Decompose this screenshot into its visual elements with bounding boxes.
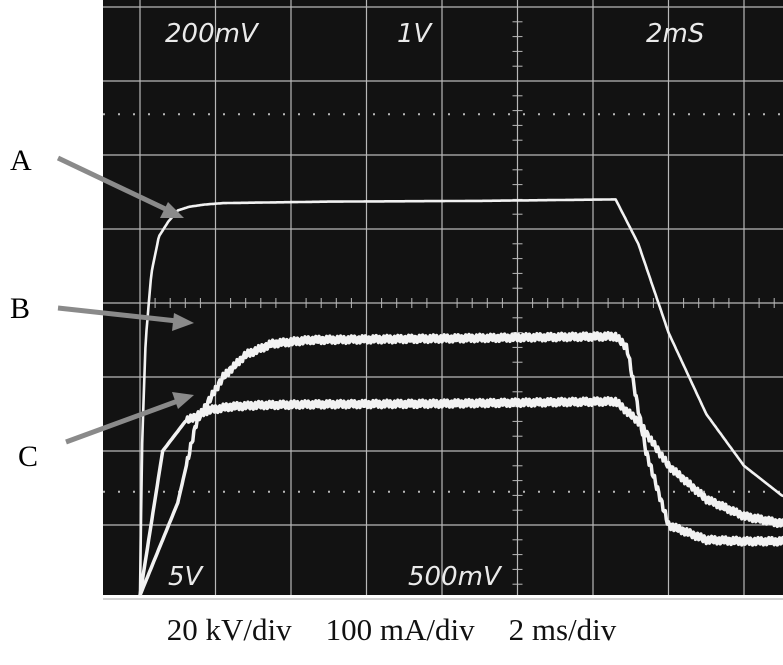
arrow-b: [57, 305, 187, 325]
caption-voltage-scale: 20 kV/div: [166, 612, 292, 647]
label-a: A: [10, 144, 32, 177]
scale-caption: 20 kV/div 100 mA/div 2 ms/div: [0, 600, 783, 660]
arrowhead-a: [160, 202, 184, 218]
trace-a: [138, 198, 783, 596]
annotation-c: C: [18, 392, 194, 473]
trace-b: [138, 330, 783, 596]
annotation-a: A: [10, 144, 184, 218]
scope-grid: [103, 0, 783, 600]
arrowhead-c: [172, 392, 194, 409]
caption-current-scale: 100 mA/div: [325, 612, 475, 647]
arrowhead-b: [172, 313, 194, 331]
scope-screen: [103, 0, 783, 595]
arrow-c: [65, 395, 187, 445]
annotation-b: B: [10, 292, 194, 331]
label-b: B: [10, 292, 30, 325]
arrow-a: [56, 155, 180, 218]
scope-traces: [138, 198, 783, 596]
label-timebase: 2mS: [646, 19, 704, 49]
caption-time-scale: 2 ms/div: [508, 612, 617, 647]
label-ch3-scale: 5V: [168, 562, 205, 592]
label-ch2-scale: 1V: [397, 19, 434, 49]
label-ch1-scale: 200mV: [165, 19, 260, 49]
trace-c: [138, 396, 783, 596]
label-ch4-scale: 500mV: [408, 562, 503, 592]
label-c: C: [18, 440, 38, 473]
